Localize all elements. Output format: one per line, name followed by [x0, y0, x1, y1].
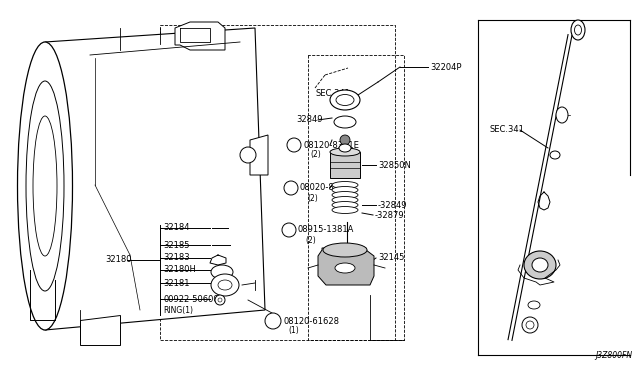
Text: B: B — [291, 142, 296, 148]
Text: (2): (2) — [305, 235, 316, 244]
Text: 00922-50600: 00922-50600 — [163, 295, 219, 304]
Text: (2): (2) — [307, 193, 317, 202]
Text: 32849: 32849 — [296, 115, 323, 125]
Text: 32180H: 32180H — [163, 266, 196, 275]
Circle shape — [218, 298, 222, 302]
Ellipse shape — [332, 196, 358, 203]
Text: SEC.341: SEC.341 — [490, 125, 525, 135]
Ellipse shape — [334, 116, 356, 128]
Text: -32879: -32879 — [375, 211, 404, 219]
Circle shape — [342, 245, 352, 255]
Ellipse shape — [323, 243, 367, 257]
Text: W: W — [285, 228, 292, 232]
Text: (1): (1) — [288, 327, 299, 336]
Ellipse shape — [211, 265, 233, 279]
Ellipse shape — [550, 151, 560, 159]
Ellipse shape — [332, 206, 358, 214]
Text: (2): (2) — [310, 151, 321, 160]
Ellipse shape — [26, 81, 64, 291]
Polygon shape — [80, 315, 120, 345]
Circle shape — [284, 181, 298, 195]
Text: RING(1): RING(1) — [163, 307, 193, 315]
Text: 32850N: 32850N — [378, 160, 411, 170]
Circle shape — [340, 135, 350, 145]
Ellipse shape — [33, 116, 57, 256]
Ellipse shape — [556, 107, 568, 123]
Ellipse shape — [571, 20, 585, 40]
Polygon shape — [45, 28, 265, 330]
Polygon shape — [318, 248, 374, 285]
Text: J3Z800FN: J3Z800FN — [595, 351, 632, 360]
Ellipse shape — [330, 148, 360, 156]
Polygon shape — [330, 152, 360, 178]
Ellipse shape — [17, 42, 72, 330]
Text: 32180: 32180 — [105, 256, 131, 264]
Text: 08915-1381A: 08915-1381A — [298, 225, 355, 234]
Ellipse shape — [528, 301, 540, 309]
Text: SEC.341: SEC.341 — [315, 89, 350, 97]
Text: B: B — [270, 318, 276, 324]
Text: 32183: 32183 — [163, 253, 189, 263]
Text: 32181: 32181 — [163, 279, 189, 288]
Circle shape — [215, 295, 225, 305]
Circle shape — [240, 147, 256, 163]
Ellipse shape — [330, 90, 360, 110]
Polygon shape — [175, 22, 225, 50]
Ellipse shape — [532, 258, 548, 272]
Circle shape — [282, 223, 296, 237]
Ellipse shape — [336, 94, 354, 106]
Circle shape — [287, 138, 301, 152]
Ellipse shape — [335, 263, 355, 273]
Circle shape — [265, 313, 281, 329]
Ellipse shape — [211, 274, 239, 296]
Ellipse shape — [575, 25, 582, 35]
Text: 32145: 32145 — [378, 253, 404, 263]
Bar — [224, 240, 234, 250]
Text: B: B — [289, 185, 294, 191]
Ellipse shape — [332, 182, 358, 189]
Ellipse shape — [332, 202, 358, 208]
Text: 08120-61628: 08120-61628 — [283, 317, 339, 326]
Polygon shape — [250, 135, 268, 175]
Text: 32185: 32185 — [163, 241, 189, 250]
Circle shape — [526, 321, 534, 329]
Ellipse shape — [218, 280, 232, 290]
Ellipse shape — [332, 192, 358, 199]
Ellipse shape — [332, 186, 358, 193]
Text: 08120-8301E: 08120-8301E — [303, 141, 359, 150]
Circle shape — [522, 317, 538, 333]
Text: -32849: -32849 — [378, 201, 408, 209]
Bar — [220, 224, 228, 232]
Text: 32184: 32184 — [163, 224, 189, 232]
Text: 08020-8301A: 08020-8301A — [300, 183, 356, 192]
Text: 32204P: 32204P — [430, 62, 461, 71]
Ellipse shape — [339, 144, 351, 152]
Ellipse shape — [524, 251, 556, 279]
